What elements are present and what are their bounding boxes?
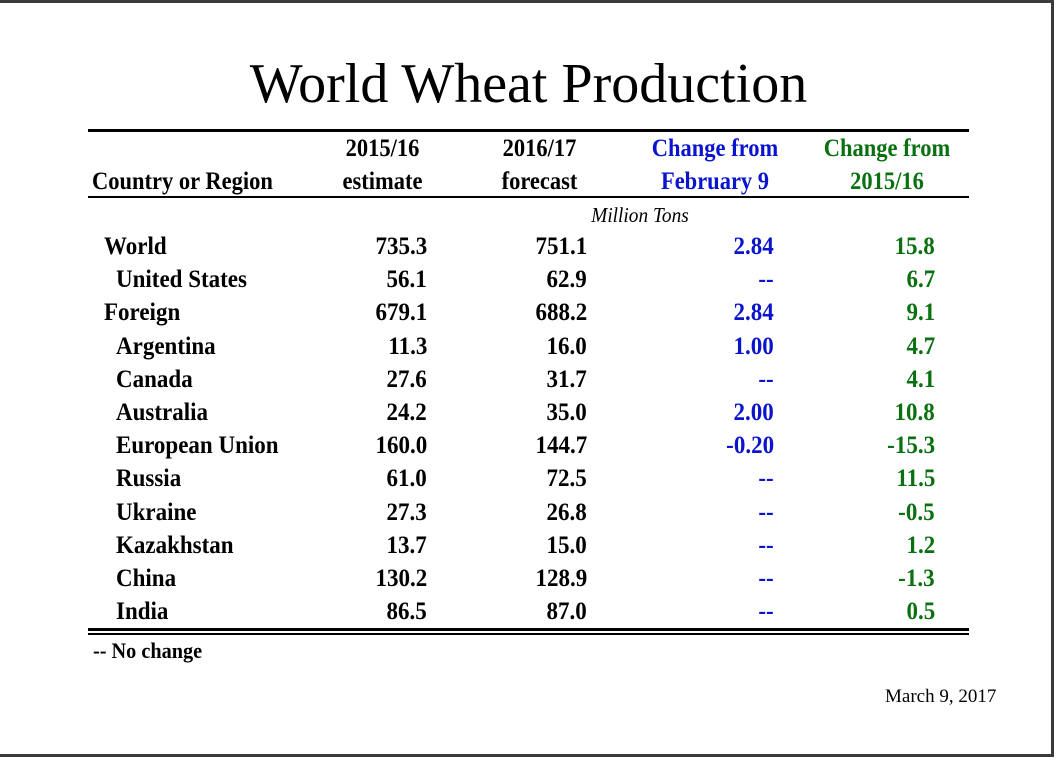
estimate-value: 11.3 xyxy=(388,332,427,360)
forecast-value: 31.7 xyxy=(546,365,587,393)
estimate-value: 86.5 xyxy=(386,598,427,626)
estimate-value: 13.7 xyxy=(386,531,427,559)
table-row: Argentina 11.3 16.0 1.00 4.7 xyxy=(0,330,1057,363)
estimate-value: 160.0 xyxy=(375,432,427,460)
date-label: March 9, 2017 xyxy=(885,686,997,707)
change-year-value: 15.8 xyxy=(894,233,935,260)
forecast-value: 72.5 xyxy=(546,465,587,493)
change-feb-value: -- xyxy=(758,365,774,393)
page-title: World Wheat Production xyxy=(249,53,808,115)
bottom-rule-1 xyxy=(88,628,969,631)
header-change-feb-line2: February 9 xyxy=(660,168,770,195)
table-row: India 86.5 87.0 -- 0.5 xyxy=(0,595,1057,628)
change-year-value: -15.3 xyxy=(887,432,935,460)
forecast-value: 26.8 xyxy=(546,498,587,526)
estimate-value: 56.1 xyxy=(386,266,427,294)
region-name: Russia xyxy=(116,465,182,493)
estimate-value: 130.2 xyxy=(375,565,427,592)
region-name: United States xyxy=(116,266,247,294)
change-year-value: 10.8 xyxy=(894,399,935,426)
estimate-value: 27.3 xyxy=(386,498,427,526)
change-feb-value: -- xyxy=(758,465,774,493)
change-year-value: -0.5 xyxy=(898,498,935,526)
header-change-feb-line1: Change from xyxy=(651,135,779,162)
change-feb-value: -- xyxy=(758,531,774,559)
table-row: Foreign 679.1 688.2 2.84 9.1 xyxy=(0,296,1057,329)
forecast-value: 16.0 xyxy=(546,332,587,360)
forecast-value: 62.9 xyxy=(546,266,587,294)
top-rule xyxy=(88,129,969,132)
change-feb-value: -- xyxy=(758,565,774,592)
estimate-value: 24.2 xyxy=(386,399,427,426)
estimate-value: 735.3 xyxy=(375,233,427,260)
table-row: Canada 27.6 31.7 -- 4.1 xyxy=(0,363,1057,396)
estimate-value: 61.0 xyxy=(386,465,427,493)
region-name: Australia xyxy=(116,399,208,426)
region-name: European Union xyxy=(116,432,279,460)
region-name: Canada xyxy=(116,365,193,393)
estimate-value: 27.6 xyxy=(386,365,427,393)
table-row: World 735.3 751.1 2.84 15.8 xyxy=(0,230,1057,263)
change-year-value: 6.7 xyxy=(906,266,935,294)
forecast-value: 87.0 xyxy=(546,598,587,626)
header-forecast-line1: 2016/17 xyxy=(502,135,577,162)
region-name: China xyxy=(116,565,177,592)
table-row: United States 56.1 62.9 -- 6.7 xyxy=(0,263,1057,296)
change-feb-value: 1.00 xyxy=(733,332,774,360)
change-feb-value: 2.00 xyxy=(733,399,774,426)
header-region: Country or Region xyxy=(92,168,273,195)
estimate-value: 679.1 xyxy=(375,299,427,327)
change-feb-value: 2.84 xyxy=(733,233,774,260)
table-row: European Union 160.0 144.7 -0.20 -15.3 xyxy=(0,429,1057,462)
change-feb-value: -- xyxy=(758,266,774,294)
header-estimate-line2: estimate xyxy=(342,168,423,195)
forecast-value: 751.1 xyxy=(535,233,587,260)
header-forecast-line2: forecast xyxy=(501,168,578,195)
header-change-year-line2: 2015/16 xyxy=(850,168,924,195)
change-feb-value: 2.84 xyxy=(733,299,774,327)
change-feb-value: -0.20 xyxy=(726,432,774,460)
forecast-value: 688.2 xyxy=(535,299,587,327)
bottom-rule-2 xyxy=(88,633,969,635)
region-name: Kazakhstan xyxy=(116,531,234,559)
forecast-value: 35.0 xyxy=(546,399,587,426)
forecast-value: 128.9 xyxy=(535,565,587,592)
region-name: India xyxy=(116,598,169,626)
forecast-value: 144.7 xyxy=(535,432,587,460)
header-estimate-line1: 2015/16 xyxy=(345,135,420,162)
forecast-value: 15.0 xyxy=(546,531,587,559)
header-rule xyxy=(88,196,969,198)
region-name: World xyxy=(104,233,167,260)
table-row: China 130.2 128.9 -- -1.3 xyxy=(0,562,1057,595)
change-year-value: 4.7 xyxy=(906,332,935,360)
table-row: Russia 61.0 72.5 -- 11.5 xyxy=(0,462,1057,495)
table-row: Ukraine 27.3 26.8 -- -0.5 xyxy=(0,496,1057,529)
change-year-value: -1.3 xyxy=(898,565,935,592)
region-name: Foreign xyxy=(104,299,181,327)
change-year-value: 11.5 xyxy=(896,465,935,493)
header-change-year-line1: Change from xyxy=(823,135,951,162)
region-name: Ukraine xyxy=(116,498,197,526)
change-feb-value: -- xyxy=(758,598,774,626)
change-year-value: 1.2 xyxy=(906,531,935,559)
unit-label: Million Tons xyxy=(591,203,689,227)
region-name: Argentina xyxy=(116,332,216,360)
footnote: -- No change xyxy=(93,638,203,663)
change-year-value: 0.5 xyxy=(906,598,935,626)
change-year-value: 9.1 xyxy=(906,299,935,327)
change-feb-value: -- xyxy=(758,498,774,526)
change-year-value: 4.1 xyxy=(906,365,935,393)
table-row: Australia 24.2 35.0 2.00 10.8 xyxy=(0,396,1057,429)
table-row: Kazakhstan 13.7 15.0 -- 1.2 xyxy=(0,529,1057,562)
